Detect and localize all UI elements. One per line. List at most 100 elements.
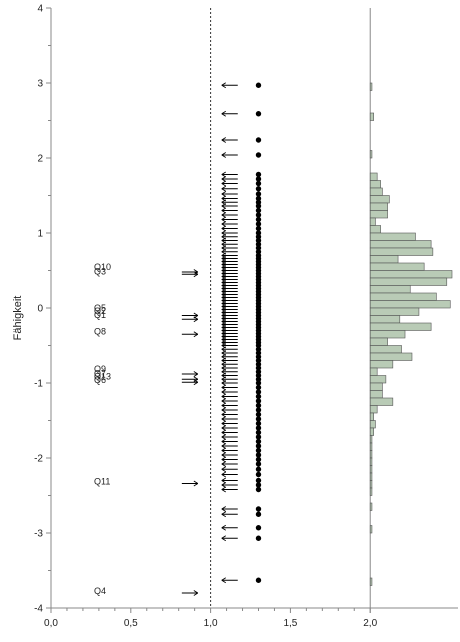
person-dot xyxy=(255,365,262,371)
person-dot xyxy=(255,398,262,404)
person-arrowhead xyxy=(221,577,226,584)
histogram-bar xyxy=(369,270,453,279)
person-arrowhead xyxy=(221,506,226,512)
histogram-bar xyxy=(369,112,374,121)
person-dot xyxy=(255,535,262,541)
histogram-bar xyxy=(369,382,383,391)
x-tick-label: 2,0 xyxy=(363,618,377,629)
person-dot xyxy=(255,203,262,209)
person-dot xyxy=(255,461,262,467)
y-tick-label: 4 xyxy=(37,4,43,15)
person-dot xyxy=(255,389,262,395)
histogram-bar xyxy=(369,315,401,324)
item-label: Q1 xyxy=(94,310,106,320)
histogram-bar xyxy=(369,202,388,211)
axes: 4 3 2 1 0 -1 -2 -3 -40,0 0,5 1,0 1,5 2,0 xyxy=(34,4,458,629)
histogram-bar xyxy=(369,442,373,451)
histogram-bar xyxy=(369,217,376,226)
item-label: Q4 xyxy=(94,586,106,596)
person-dot xyxy=(255,452,262,458)
histogram-bar xyxy=(369,375,387,384)
histogram-bar xyxy=(369,292,437,301)
y-tick-label: -1 xyxy=(34,379,43,390)
person-dot xyxy=(255,425,262,431)
histogram-bar xyxy=(369,285,411,294)
item-arrowhead xyxy=(193,590,199,596)
person-dot xyxy=(255,420,262,427)
person-arrowhead xyxy=(221,486,226,493)
person-dot xyxy=(255,234,262,240)
person-arrowhead xyxy=(221,461,226,467)
histogram-bar xyxy=(369,240,432,249)
person-dot xyxy=(255,577,262,583)
person-dot xyxy=(255,207,262,214)
histogram-bar xyxy=(369,480,373,489)
item-arrowhead xyxy=(193,379,199,386)
y-tick-label: 1 xyxy=(37,229,43,240)
item-label: Q5 xyxy=(94,303,106,313)
item-label: Q7 xyxy=(94,368,106,378)
person-dot xyxy=(255,434,262,440)
person-dot xyxy=(255,176,262,182)
person-dot xyxy=(255,216,262,223)
person-dot xyxy=(255,372,262,379)
x-tick-label: 0,0 xyxy=(44,618,58,629)
person-arrowhead xyxy=(221,471,226,478)
histogram-bar xyxy=(369,180,381,189)
histogram-bar xyxy=(369,277,448,286)
person-dot xyxy=(255,82,262,88)
histogram-bar xyxy=(369,525,373,534)
person-arrowhead xyxy=(221,535,226,542)
person-dot xyxy=(255,171,262,178)
histogram-bar xyxy=(369,487,373,496)
histogram-bar xyxy=(369,360,394,369)
person-dot xyxy=(255,342,262,349)
person-arrowhead xyxy=(221,466,226,473)
histogram-bar xyxy=(369,450,373,459)
histogram-bar xyxy=(369,367,378,376)
x-tick-label: 1,5 xyxy=(283,618,297,629)
person-arrowhead xyxy=(221,185,226,192)
histogram-bar xyxy=(369,412,374,421)
y-tick-label: 2 xyxy=(37,154,43,165)
histogram-bar xyxy=(369,150,373,159)
person-dot xyxy=(255,456,262,463)
item-label: Q6 xyxy=(94,375,106,385)
person-dot xyxy=(255,137,262,143)
person-dot xyxy=(255,241,262,247)
person-dot xyxy=(255,199,262,205)
histogram-bar xyxy=(369,187,383,196)
person-dot xyxy=(255,245,262,251)
histogram-bar xyxy=(369,435,373,444)
person-dot xyxy=(255,393,262,400)
histogram-bar xyxy=(369,210,388,219)
item-arrowhead xyxy=(193,480,199,487)
y-tick-label: 3 xyxy=(37,79,43,90)
person-arrowhead xyxy=(221,137,226,143)
histogram-bar xyxy=(369,330,406,339)
person-dot xyxy=(255,447,262,454)
person-dot xyxy=(255,407,262,413)
person-dot xyxy=(255,230,262,236)
histogram-bar xyxy=(369,457,373,466)
histogram-bar xyxy=(369,352,413,361)
person-dot xyxy=(255,486,262,493)
histogram-bar xyxy=(369,225,381,234)
histogram-bar xyxy=(369,472,373,481)
person-dot xyxy=(255,191,262,197)
person-dot xyxy=(255,221,262,227)
histogram-bar xyxy=(369,247,434,256)
person-dot xyxy=(255,506,262,512)
person-dot xyxy=(255,212,262,218)
item-label: Q2 xyxy=(94,306,106,316)
person-dot xyxy=(255,346,262,352)
y-tick-label: -3 xyxy=(34,529,43,540)
person-dot xyxy=(255,429,262,436)
person-arrowhead xyxy=(221,152,226,158)
person-dot xyxy=(255,376,262,382)
person-dot xyxy=(255,443,262,449)
person-dot xyxy=(255,416,262,422)
histogram-bar xyxy=(369,502,373,511)
person-dot xyxy=(255,225,262,232)
